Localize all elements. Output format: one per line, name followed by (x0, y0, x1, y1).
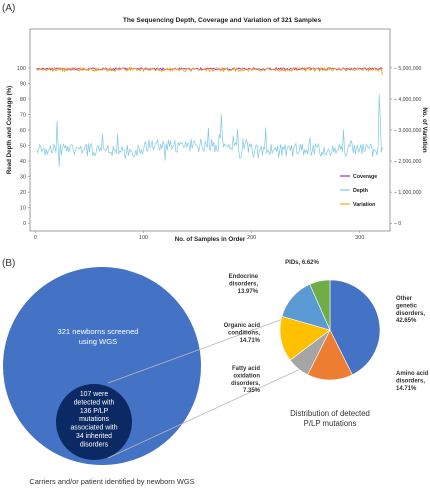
pie-title-line: Distribution of detected (290, 409, 370, 418)
y2-tick-label: – 0 (394, 221, 401, 227)
x-tick-label: 0 (34, 235, 37, 241)
pie-slice-label: 14.71% (396, 386, 417, 392)
inner-venn-line: 136 P/LP (80, 408, 109, 415)
y2-tick-label: – 3,000,000 (394, 128, 422, 134)
x-tick-label: 300 (355, 235, 364, 241)
pie-slice-label: oxidation (233, 373, 260, 379)
pie-slice-label: disorders, (396, 311, 425, 317)
y-tick-label: 0 (23, 221, 26, 227)
inner-venn-circle (56, 384, 132, 460)
pie-slice-label: Organic acid (224, 323, 261, 329)
y2-tick-label: – 4,000,000 (394, 97, 422, 103)
legend-label: Variation (353, 202, 375, 208)
pie-slice-label: Other (396, 296, 413, 302)
venn-caption: Carriers and/or patient identified by ne… (29, 477, 194, 486)
pie-slice-label: Fatty acid (232, 366, 260, 372)
pie-slice-label: 14.71% (240, 338, 261, 344)
outer-venn-circle (3, 267, 201, 465)
y-axis-label: Read Depth and Coverage (%) (6, 86, 13, 174)
pie-title-line: P/LP mutations (304, 419, 357, 428)
pie-slice-label: 7.35% (243, 388, 261, 394)
y-tick-label: 50 (20, 144, 26, 150)
panel-b-label: (B) (2, 258, 15, 269)
pie-slice (329, 279, 381, 376)
y-tick-label: 80 (20, 97, 26, 103)
plot-frame (29, 28, 391, 232)
inner-venn-line: mutations (79, 416, 109, 423)
y-tick-label: 30 (20, 175, 26, 181)
y-tick-label: 100 (17, 66, 26, 72)
pie-slice-label: 13.97% (238, 289, 259, 295)
series-line-depth (36, 94, 383, 167)
outer-venn-line: using WGS (79, 337, 117, 346)
y2-axis-label: No. of Variation (421, 107, 428, 153)
inner-venn-line: associated with (70, 425, 117, 432)
pie-chart (279, 279, 381, 381)
y2-tick-label: – 5,000,000 (394, 66, 422, 72)
y-axis-ticks: 0 10 20 30 40 50 60 70 80 90 100 (17, 66, 30, 227)
inner-venn-line: detected with (74, 399, 115, 406)
inner-venn-line: 34 inherited (76, 433, 112, 440)
pie-slice-label: Endocrine (229, 274, 259, 280)
legend-label: Depth (353, 188, 368, 194)
series-line-coverage (36, 67, 383, 71)
x-tick-label: 100 (139, 235, 148, 241)
pie-slice-label: conditions, (228, 330, 260, 336)
y2-tick-label: – 1,000,000 (394, 190, 422, 196)
y-tick-label: 60 (20, 128, 26, 134)
chart-legend: Coverage Depth Variation (340, 174, 377, 208)
inner-venn-line: 107 were (80, 391, 109, 398)
y-tick-label: 40 (20, 159, 26, 165)
x-axis-ticks: 0 100 200 300 (34, 231, 364, 241)
y-tick-label: 10 (20, 206, 26, 212)
y-tick-label: 20 (20, 190, 26, 196)
pie-slice-label: disorders, (396, 378, 425, 384)
outer-venn-line: 321 newborns screened (57, 327, 138, 336)
y2-tick-label: – 2,000,000 (394, 159, 422, 165)
chart-title: The Sequencing Depth, Coverage and Varia… (123, 17, 322, 24)
pie-slice-label: Amino acid (396, 371, 429, 377)
chart-lines (36, 66, 383, 167)
pie-slice-label: PIDs, 6.62% (285, 260, 319, 266)
pie-slice (309, 279, 331, 331)
y-tick-label: 90 (20, 81, 26, 87)
x-axis-label: No. of Samples in Order (175, 236, 246, 243)
y-tick-label: 70 (20, 112, 26, 118)
panel-a-label: (A) (2, 3, 15, 14)
x-tick-label: 200 (247, 235, 256, 241)
pie-slice-label: disorders, (231, 381, 260, 387)
zoom-connector-bottom (107, 352, 336, 459)
legend-label: Coverage (353, 174, 377, 180)
pie-slice-label: disorders, (229, 281, 258, 287)
pie-slice-label: 42.65% (396, 318, 417, 324)
pie-slice-label: genetic (396, 303, 418, 309)
series-line-variation (36, 66, 383, 76)
inner-venn-line: disorders (80, 441, 109, 448)
y2-axis-ticks: – 0 – 1,000,000 – 2,000,000 – 3,000,000 – 4,… (390, 66, 422, 227)
